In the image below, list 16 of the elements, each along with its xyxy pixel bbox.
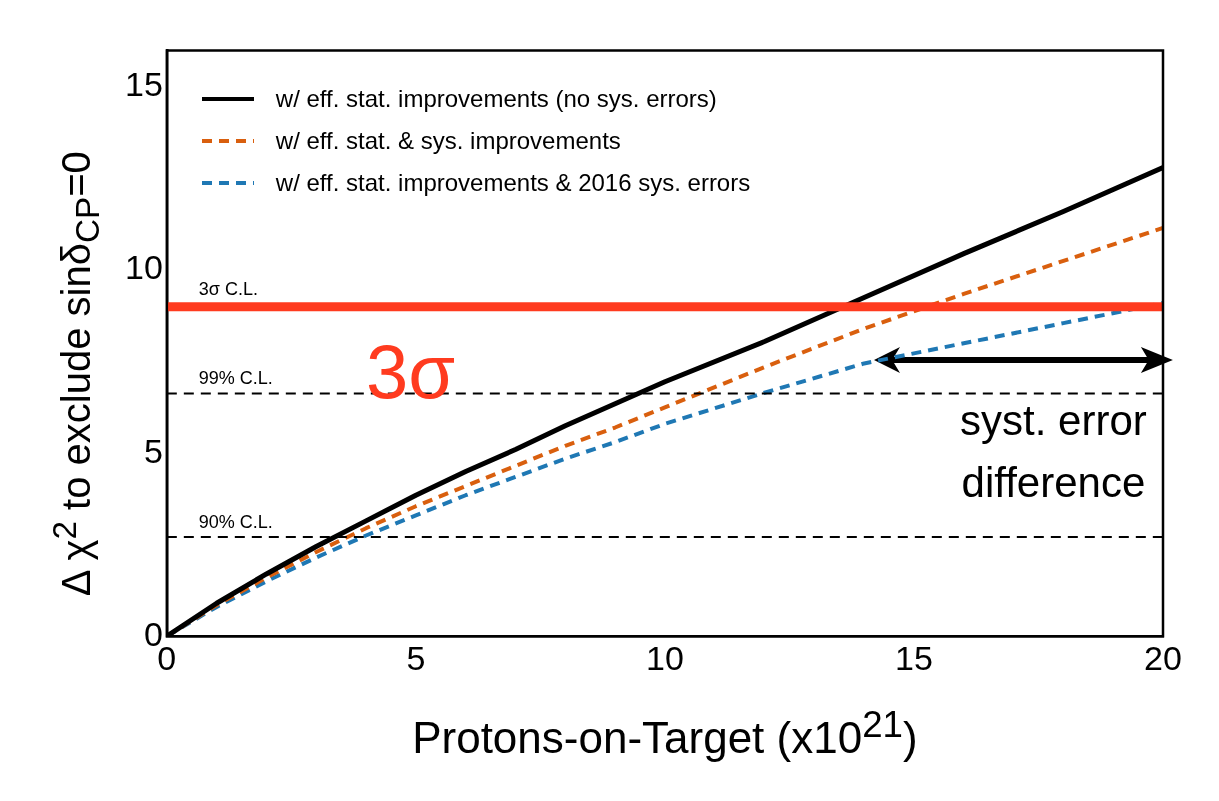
annotation: 3σ: [366, 329, 456, 415]
ref-line-label: 3σ C.L.: [198, 278, 258, 299]
x-tick-label: 5: [406, 638, 426, 677]
x-tick-label: 10: [646, 638, 684, 677]
ref-line-label: 90% C.L.: [198, 511, 273, 532]
legend-label: w/ eff. stat. improvements (no sys. errors): [275, 85, 717, 114]
x-tick-label: 20: [1144, 638, 1182, 677]
y-tick-label: 5: [143, 431, 163, 470]
y-tick-label: 15: [124, 65, 163, 104]
x-tick-label: 15: [895, 638, 933, 677]
annotation: syst. error difference: [960, 396, 1147, 507]
legend-label: w/ eff. stat. & sys. improvements: [275, 127, 621, 156]
ref-line-label: 99% C.L.: [198, 368, 273, 389]
x-axis-title: Protons-on-Target (x10$^{21}$): [411, 704, 919, 763]
y-tick-label: 10: [124, 248, 163, 287]
legend-label: w/ eff. stat. improvements & 2016 sys. errors: [275, 169, 751, 198]
